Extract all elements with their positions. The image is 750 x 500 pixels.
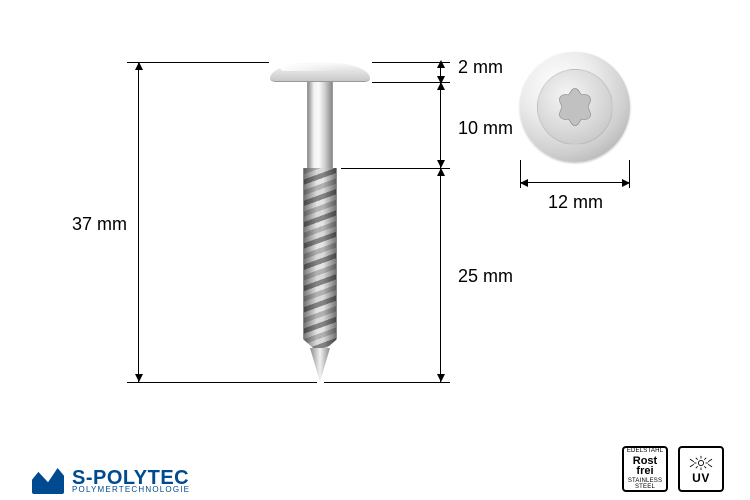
witness-bottom-left bbox=[127, 382, 317, 383]
dim-shank-line bbox=[440, 82, 441, 168]
torx-drive-icon bbox=[553, 85, 597, 129]
brand-subline: POLYMERTECHNOLOGIE bbox=[72, 486, 190, 494]
label-head-height: 2 mm bbox=[458, 57, 503, 78]
diagram-stage: 37 mm 2 mm 10 mm 25 mm 12 mm S-POLYTEC P… bbox=[0, 0, 750, 500]
arrow-thread-bot bbox=[437, 374, 445, 382]
arrow-shank-top bbox=[437, 82, 445, 90]
dim-total-length-line bbox=[138, 62, 139, 382]
badge-uv: UV bbox=[678, 446, 724, 492]
badge-rustfree: EDELSTAHL Rost frei STAINLESS STEEL bbox=[622, 446, 668, 492]
screw-head-side bbox=[270, 62, 370, 82]
screw-thread-side bbox=[303, 168, 337, 354]
witness-shank-bot-right bbox=[341, 168, 450, 169]
arrow-head-top bbox=[437, 60, 445, 68]
badge-rustfree-top: EDELSTAHL bbox=[627, 448, 663, 454]
badges: EDELSTAHL Rost frei STAINLESS STEEL UV bbox=[622, 446, 724, 492]
badge-uv-label: UV bbox=[692, 472, 710, 484]
uv-sun-icon bbox=[688, 454, 714, 472]
screw-top-view bbox=[520, 52, 630, 162]
screw-shank-side bbox=[307, 82, 333, 168]
arrow-total-bottom bbox=[135, 374, 143, 382]
label-thread: 25 mm bbox=[458, 266, 513, 287]
badge-rustfree-bottom: STAINLESS STEEL bbox=[626, 478, 664, 490]
badge-rustfree-mid2: frei bbox=[636, 465, 653, 477]
label-shank: 10 mm bbox=[458, 118, 513, 139]
screw-tip-side bbox=[310, 348, 330, 382]
arrow-total-top bbox=[135, 62, 143, 70]
arrow-thread-top bbox=[437, 168, 445, 176]
witness-thread-bot-right bbox=[324, 382, 450, 383]
dim-thread-line bbox=[440, 168, 441, 382]
arrow-dia-right bbox=[622, 179, 630, 187]
witness-top-left bbox=[127, 62, 269, 63]
screw-side-view bbox=[265, 62, 375, 382]
arrow-shank-bot bbox=[437, 160, 445, 168]
label-total-length: 37 mm bbox=[72, 214, 127, 235]
label-head-diameter: 12 mm bbox=[548, 192, 603, 213]
arrow-dia-left bbox=[520, 179, 528, 187]
dim-dia-line bbox=[520, 182, 630, 183]
brand-mark-icon bbox=[32, 468, 64, 494]
brand-logo: S-POLYTEC POLYMERTECHNOLOGIE bbox=[32, 468, 190, 494]
